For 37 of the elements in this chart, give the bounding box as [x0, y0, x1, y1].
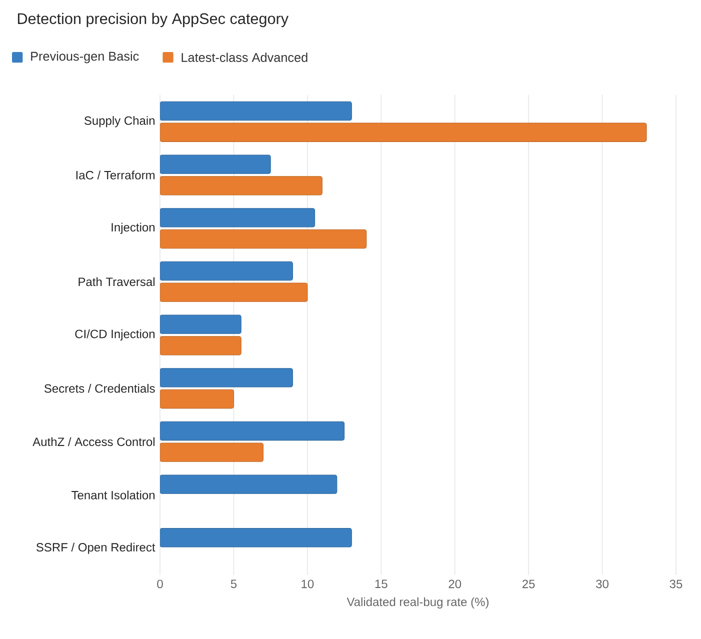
x-tick-label: 0 — [157, 580, 163, 588]
x-tick-label: 30 — [596, 580, 608, 588]
chart-title: Detection precision by AppSec category — [18, 12, 289, 28]
y-tick-label: Injection — [112, 222, 155, 234]
legend-label: Previous-gen Basic — [31, 51, 139, 64]
bar — [160, 368, 293, 388]
y-tick-label: Path Traversal — [78, 277, 154, 286]
y-tick-label: IaC / Terraform — [76, 170, 154, 180]
bar — [160, 282, 308, 302]
y-tick-label: CI/CD Injection — [75, 329, 154, 341]
y-tick-label: AuthZ / Access Control — [32, 437, 154, 446]
bar — [160, 442, 264, 462]
x-tick-label: 5 — [230, 580, 237, 588]
bar — [160, 528, 352, 548]
y-tick-label: SSRF / Open Redirect — [36, 542, 156, 554]
legend-label: Latest-class Advanced — [182, 52, 308, 62]
bar — [160, 229, 367, 249]
y-tick-label: Secrets / Credentials — [44, 384, 155, 393]
x-tick-label: 20 — [448, 580, 462, 588]
bar — [160, 314, 242, 334]
bar — [160, 474, 338, 494]
x-tick-label: 25 — [522, 580, 535, 588]
bar — [160, 122, 647, 142]
x-tick-label: 35 — [670, 580, 682, 588]
bar — [160, 421, 345, 441]
bar — [160, 176, 322, 196]
bar — [160, 336, 242, 356]
x-tick-label: 10 — [302, 580, 314, 588]
bar — [160, 154, 271, 174]
bar — [160, 208, 316, 228]
y-tick-label: Tenant Isolation — [72, 490, 155, 500]
x-axis-title: Validated real-bug rate (%) — [346, 597, 488, 609]
y-tick-label: Supply Chain — [84, 116, 154, 128]
bar — [160, 389, 234, 409]
x-tick-label: 15 — [375, 580, 388, 588]
bar — [160, 261, 293, 281]
bar — [160, 101, 352, 121]
